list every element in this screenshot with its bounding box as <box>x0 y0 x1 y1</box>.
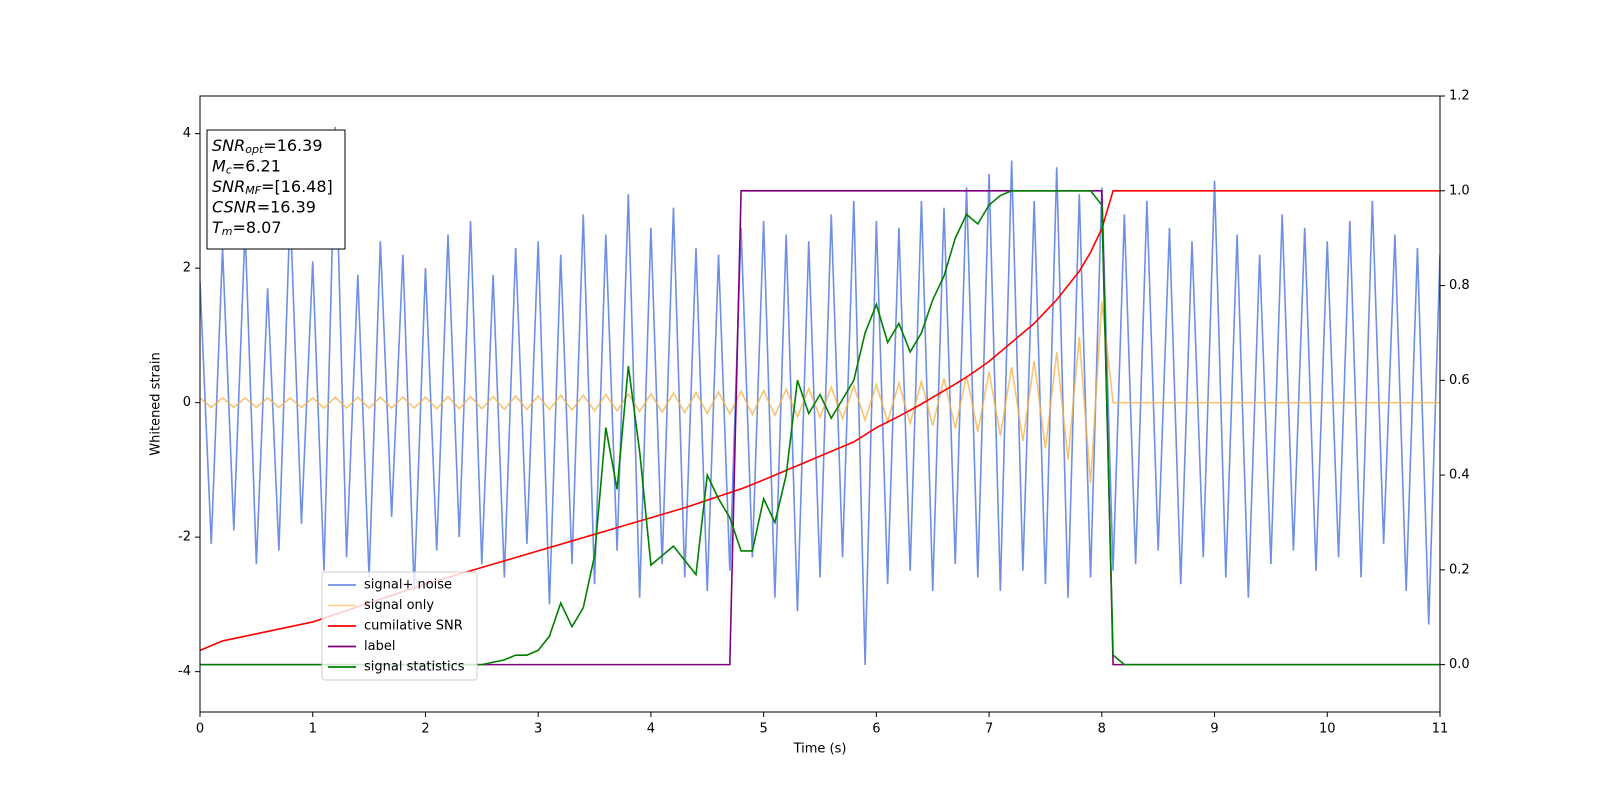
annotation-subscript: MF <box>245 184 261 197</box>
annotation-subscript: m <box>222 225 233 238</box>
y2-tick-label: 1.0 <box>1449 183 1470 198</box>
y-tick-label: -2 <box>178 530 191 545</box>
y2-tick-label: 0.8 <box>1449 278 1470 293</box>
x-tick-label: 7 <box>985 722 993 737</box>
plot-frame <box>199 95 1441 713</box>
x-tick-label: 3 <box>534 722 542 737</box>
annotation: CSNR=16.39 <box>212 197 316 216</box>
legend-label: signal only <box>364 598 434 613</box>
annotation: Mc=6.21 <box>212 156 281 177</box>
annotation: SNRMF=[16.48] <box>212 177 333 198</box>
legend-label: signal statistics <box>364 660 465 675</box>
x-tick-label: 10 <box>1319 722 1336 737</box>
annotation-symbol: SNR <box>212 136 245 155</box>
x-tick-label: 5 <box>759 722 767 737</box>
y2-tick-label: 0.0 <box>1449 657 1470 672</box>
y-tick-label: 4 <box>183 126 191 141</box>
x-tick-label: 8 <box>1098 722 1106 737</box>
x-tick-label: 2 <box>421 722 429 737</box>
y-tick-label: 2 <box>183 261 191 276</box>
y-tick-label: -4 <box>178 664 191 679</box>
annotation-symbol: M <box>212 156 226 175</box>
y-tick-label: 0 <box>183 395 191 410</box>
annotation-box <box>206 129 346 250</box>
annotation-symbol: T <box>212 218 223 237</box>
series-line <box>200 301 1440 484</box>
x-tick-label: 9 <box>1210 722 1218 737</box>
y2-tick-label: 0.2 <box>1449 562 1470 577</box>
x-tick-label: 4 <box>647 722 655 737</box>
annotation-subscript: c <box>226 164 232 177</box>
annotation-symbol: SNR <box>212 177 245 196</box>
y-axis-label: Whitened strain <box>149 352 164 455</box>
y2-tick-label: 0.6 <box>1449 373 1470 388</box>
x-tick-label: 11 <box>1432 722 1449 737</box>
legend-label: signal+ noise <box>364 578 452 593</box>
annotation-text: =6.21 <box>232 156 281 175</box>
annotation: Tm=8.07 <box>212 218 282 239</box>
annotation-text: =16.39 <box>263 136 322 155</box>
series-line <box>200 126 1440 665</box>
y2-tick-label: 1.2 <box>1449 89 1470 104</box>
annotation-symbol: CSNR <box>212 197 257 216</box>
x-tick-label: 0 <box>196 722 204 737</box>
legend-label: label <box>364 639 395 654</box>
x-tick-label: 1 <box>309 722 317 737</box>
annotation-text: =16.39 <box>257 197 316 216</box>
y2-tick-label: 0.4 <box>1449 468 1470 483</box>
annotation-text: =8.07 <box>233 218 282 237</box>
annotation-text: =[16.48] <box>261 177 333 196</box>
annotation: SNRopt=16.39 <box>212 136 323 157</box>
legend-box <box>321 571 478 681</box>
legend-label: cumilative SNR <box>364 619 463 634</box>
annotation-subscript: opt <box>245 143 264 156</box>
x-tick-label: 6 <box>872 722 880 737</box>
x-axis-label: Time (s) <box>793 742 847 757</box>
